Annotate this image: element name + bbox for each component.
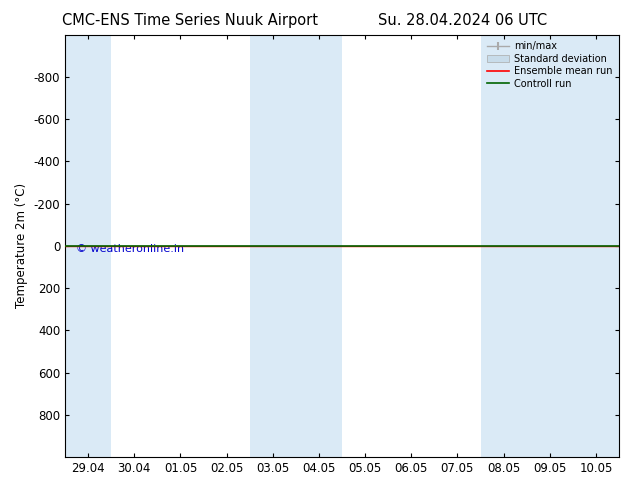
Bar: [481, 35, 527, 457]
Bar: [250, 35, 296, 457]
Bar: [527, 35, 573, 457]
Bar: [296, 35, 342, 457]
Y-axis label: Temperature 2m (°C): Temperature 2m (°C): [15, 183, 28, 308]
Text: © weatheronline.in: © weatheronline.in: [76, 244, 184, 254]
Text: CMC-ENS Time Series Nuuk Airport: CMC-ENS Time Series Nuuk Airport: [62, 13, 318, 28]
Legend: min/max, Standard deviation, Ensemble mean run, Controll run: min/max, Standard deviation, Ensemble me…: [486, 40, 614, 91]
Text: Su. 28.04.2024 06 UTC: Su. 28.04.2024 06 UTC: [378, 13, 547, 28]
Bar: [573, 35, 619, 457]
Bar: [65, 35, 111, 457]
